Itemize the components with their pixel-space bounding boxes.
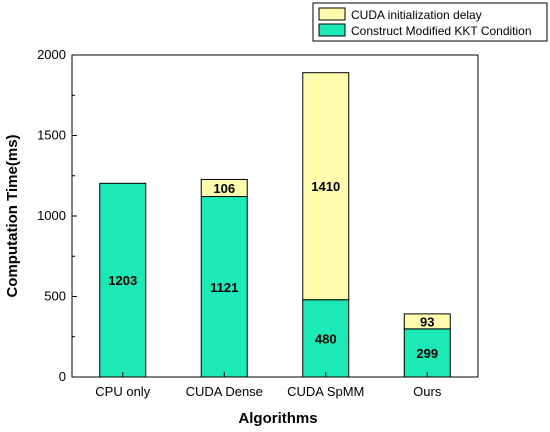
y-tick-label: 0 xyxy=(59,369,66,384)
legend-swatch xyxy=(318,7,346,21)
data-label-kkt-1: 1203 xyxy=(108,273,137,288)
x-tick-label: CUDA Dense xyxy=(186,384,263,399)
x-tick-label: CUDA SpMM xyxy=(287,384,364,399)
y-tick-label: 2000 xyxy=(37,47,66,62)
bar-kkt-2 xyxy=(200,196,248,378)
bar-cuda-delay-2 xyxy=(200,178,248,198)
data-label-cuda-delay-3: 1410 xyxy=(311,179,340,194)
bar-cuda-delay-4 xyxy=(403,313,451,330)
bar-kkt-4 xyxy=(403,328,451,378)
axes: 0 500 1000 1500 2000 CPU only CUDA Dense CUDA S… xyxy=(37,47,442,399)
x-tick-label: Ours xyxy=(413,384,442,399)
legend: CUDA initialization delay Construct Modif… xyxy=(312,2,548,42)
y-tick-label: 1500 xyxy=(37,128,66,143)
data-label-kkt-2: 1121 xyxy=(210,280,238,295)
bars: 1203 1121 106 480 1410 299 93 xyxy=(99,72,451,378)
data-label-cuda-delay-2: 106 xyxy=(213,181,235,196)
data-label-kkt-4: 299 xyxy=(416,346,438,361)
y-axis-title: Computation Time(ms) xyxy=(4,134,21,297)
legend-label: CUDA initialization delay xyxy=(351,8,482,22)
data-label-cuda-delay-4: 93 xyxy=(420,314,434,329)
y-tick-label: 500 xyxy=(44,289,66,304)
y-tick-label: 1000 xyxy=(37,208,66,223)
x-axis-title: Algorithms xyxy=(238,410,317,427)
data-label-kkt-3: 480 xyxy=(315,331,337,346)
bar-cuda-delay-3 xyxy=(302,72,350,301)
legend-box xyxy=(312,2,548,42)
legend-label: Construct Modified KKT Condition xyxy=(351,24,532,38)
legend-swatch xyxy=(318,23,346,37)
x-tick-label: CPU only xyxy=(95,384,150,399)
bar-kkt-3 xyxy=(302,299,350,378)
